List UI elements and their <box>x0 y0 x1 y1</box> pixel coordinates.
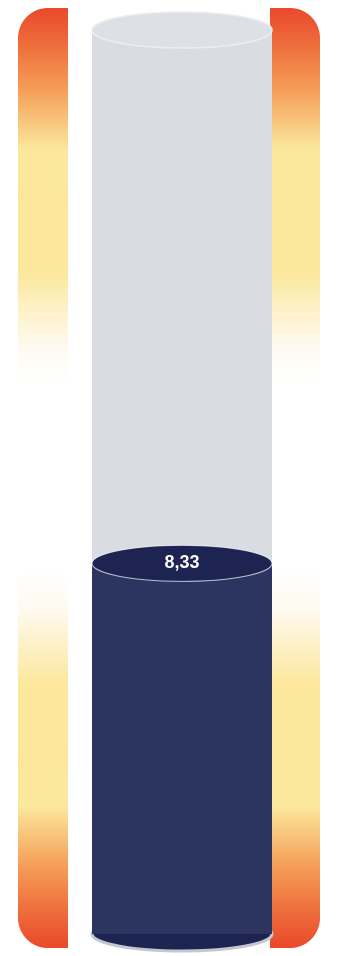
cylinder-top-cap <box>91 11 273 49</box>
left-color-scale <box>18 8 68 948</box>
cylinder-fill-surface <box>91 544 273 582</box>
gauge-value-label: 8,33 <box>164 552 199 572</box>
cylinder-fill-body <box>92 563 272 934</box>
right-color-scale <box>270 8 320 948</box>
